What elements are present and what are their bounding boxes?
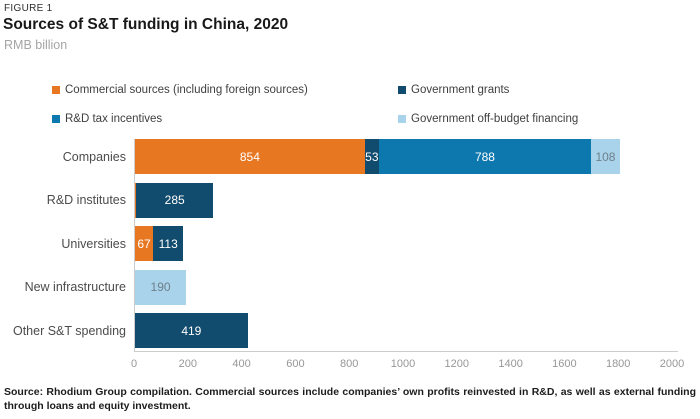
bar-segment-commercial: 854 bbox=[135, 139, 365, 174]
category-label-4: New infrastructure bbox=[24, 280, 126, 294]
legend-item-tax: R&D tax incentives bbox=[52, 113, 162, 125]
x-axis-line bbox=[134, 351, 678, 352]
bar-value-label: 190 bbox=[150, 280, 171, 294]
x-tick-label-800: 800 bbox=[340, 358, 359, 370]
chart-title: Sources of S&T funding in China, 2020 bbox=[3, 16, 289, 33]
x-tick-label-2000: 2000 bbox=[659, 358, 685, 370]
legend-label: Commercial sources (including foreign so… bbox=[65, 84, 308, 96]
y-axis-line bbox=[134, 139, 135, 351]
legend-item-offbudget: Government off-budget financing bbox=[398, 113, 578, 125]
bar-row-5: 419 bbox=[135, 313, 248, 348]
bar-segment-commercial bbox=[135, 182, 137, 218]
bar-value-label: 108 bbox=[595, 149, 616, 164]
x-tick-label-1600: 1600 bbox=[552, 358, 577, 370]
bar-row-2: 285 bbox=[135, 182, 213, 218]
bar-value-label: 67 bbox=[137, 236, 151, 251]
legend-item-commercial: Commercial sources (including foreign so… bbox=[52, 84, 308, 96]
legend-label: Government grants bbox=[411, 84, 510, 96]
bar-row-3: 67 113 bbox=[135, 226, 184, 261]
bar-value-label: 788 bbox=[474, 149, 495, 164]
legend-label: Government off-budget financing bbox=[411, 113, 579, 125]
bar-row-1: 854 53 788 108 bbox=[135, 139, 620, 174]
x-tick-label-1200: 1200 bbox=[444, 358, 470, 370]
source-note: Source: Rhodium Group compilation. Comme… bbox=[4, 386, 696, 412]
x-tick-label-1800: 1800 bbox=[605, 358, 631, 370]
x-tick-label-1400: 1400 bbox=[498, 358, 523, 370]
x-tick-label-1000: 1000 bbox=[390, 358, 416, 370]
category-label-3: Universities bbox=[61, 236, 126, 251]
legend-swatch-offbudget bbox=[398, 115, 406, 123]
bar-segment-tax: 788 bbox=[378, 139, 591, 174]
bar-segment-grants: 285 bbox=[136, 182, 213, 218]
x-tick-label-600: 600 bbox=[286, 358, 305, 370]
chart-subtitle: RMB billion bbox=[4, 38, 68, 52]
legend-swatch-commercial bbox=[52, 86, 60, 94]
bar-value-label: 419 bbox=[181, 323, 202, 338]
category-label-2: R&D institutes bbox=[46, 193, 126, 207]
bar-segment-offbudget: 190 bbox=[135, 269, 187, 305]
bar-value-label: 285 bbox=[164, 193, 185, 207]
legend-swatch-grants bbox=[398, 86, 406, 94]
bar-value-label: 854 bbox=[239, 149, 260, 164]
x-tick-label-400: 400 bbox=[232, 358, 251, 370]
x-tick-label-0: 0 bbox=[130, 358, 138, 370]
legend-swatch-tax bbox=[52, 115, 60, 123]
bar-segment-commercial: 67 bbox=[135, 226, 154, 261]
bar-segment-offbudget: 108 bbox=[590, 139, 620, 174]
bar-segment-grants: 113 bbox=[153, 226, 184, 261]
bar-row-4: 190 bbox=[135, 269, 187, 305]
x-tick-label-200: 200 bbox=[178, 358, 197, 370]
legend-item-grants: Government grants bbox=[398, 84, 509, 96]
bar-value-label: 113 bbox=[158, 236, 178, 251]
bar-segment-grants: 53 bbox=[364, 139, 379, 174]
figure-label: FIGURE 1 bbox=[4, 3, 53, 14]
bar-segment-grants: 419 bbox=[135, 313, 248, 348]
legend-label: R&D tax incentives bbox=[65, 113, 163, 125]
bar-value-label: 53 bbox=[365, 149, 379, 164]
category-label-1: Companies bbox=[62, 149, 126, 164]
category-label-5: Other S&T spending bbox=[12, 323, 126, 338]
